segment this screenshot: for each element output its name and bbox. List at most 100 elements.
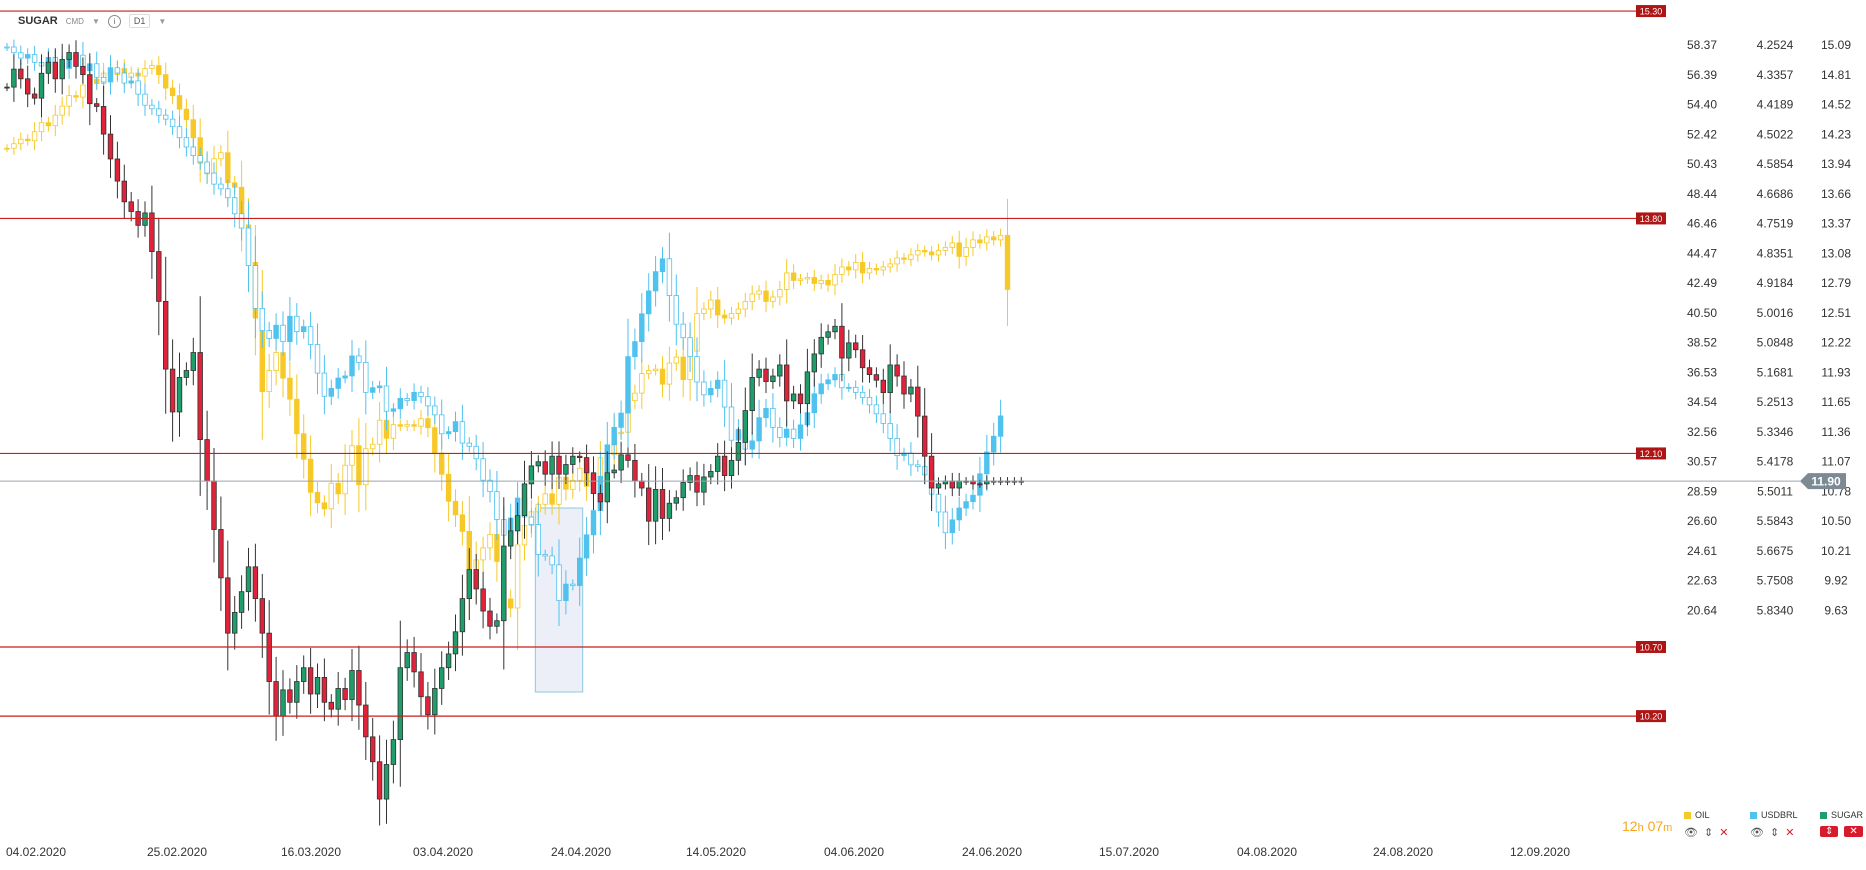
sugar-candle [715,455,721,472]
sugar-candle [204,439,210,482]
usdbrl-candle [790,428,797,439]
sugar-axis-tick: 13.94 [1821,157,1851,171]
close-icon[interactable]: ✕ [1785,827,1795,839]
oil-candle [321,502,328,510]
chevron-down-icon[interactable]: ▼ [158,16,167,26]
usdbrl-candle [31,54,38,63]
sugar-candle [742,410,748,443]
sugar-candle [514,515,521,532]
oil-candle [156,65,162,75]
usdbrl-candle [818,383,824,395]
usdbrl-candle [908,452,914,466]
sugar-candle [894,364,900,377]
usdbrl-candle [721,379,728,408]
sugar-candle [259,598,265,634]
hline-label: 13.80 [1640,214,1663,224]
usdbrl-axis-tick: 5.6675 [1757,544,1794,558]
usdbrl-candle [418,391,424,398]
sugar-candle [521,483,528,517]
oil-candle [349,445,355,466]
usdbrl-candle [397,398,403,410]
oil-axis-tick: 40.50 [1687,306,1717,320]
hline-tag [1636,710,1666,723]
usdbrl-candle [128,80,134,84]
candle-timer: 12h 07m [1622,818,1673,834]
sugar-candle [832,325,838,333]
sugar-candle [915,386,921,417]
sugar-candle [542,461,548,475]
usdbrl-candle [749,440,755,450]
oil-candle [749,293,755,302]
usdbrl-candle [197,155,203,163]
usdbrl-candle [949,519,955,534]
usdbrl-axis-tick: 5.5011 [1757,484,1793,498]
sugar-candle [300,667,307,682]
close-icon[interactable]: ✕ [1719,827,1729,839]
sugar-candle [73,52,79,67]
sugar-candle [314,677,321,695]
usdbrl-candle [991,435,997,453]
sugar-candle [618,454,624,471]
oil-axis-tick: 46.46 [1687,217,1717,231]
oil-candle [266,370,272,393]
usdbrl-candle [625,356,631,414]
legend-usdbrl[interactable]: USDBRL 👁 ⇕ ✕ [1750,810,1798,839]
usdbrl-axis-tick: 4.7519 [1757,217,1794,231]
usdbrl-candle [245,227,252,266]
sugar-candle [735,441,742,461]
info-icon[interactable]: i [107,14,121,28]
usdbrl-candle [984,451,990,475]
oil-candle [646,370,652,375]
usdbrl-axis-tick: 4.2524 [1757,38,1794,52]
legend-sugar[interactable]: SUGAR ⇕ ✕ [1820,810,1863,837]
eye-icon[interactable]: 👁 [1684,827,1698,839]
sugar-candle [438,667,445,689]
instrument-symbol[interactable]: SUGAR [18,15,58,27]
arrows-icon[interactable]: ⇕ [1703,827,1714,839]
sugar-candle [694,475,700,493]
caret-down-icon[interactable]: ▼ [91,16,100,26]
sugar-candle [307,667,314,695]
oil-candle [935,249,942,256]
oil-candle [652,368,659,371]
sugar-candle [128,201,134,212]
sugar-candle [790,393,797,402]
sugar-candle [390,739,397,765]
legend-oil[interactable]: OIL 👁 ⇕ ✕ [1684,810,1728,839]
sugar-candle [687,475,693,483]
usdbrl-candle [997,415,1004,437]
eye-icon[interactable]: 👁 [1750,827,1764,839]
arrows-icon[interactable]: ⇕ [1820,826,1839,837]
oil-candle [162,74,169,89]
timeframe-selector[interactable]: D1 [128,14,151,28]
hline-label: 10.70 [1640,642,1663,652]
sugar-candle [818,336,824,355]
oil-candle [701,308,707,314]
usdbrl-axis-tick: 5.8340 [1757,603,1794,617]
oil-candle [1004,234,1011,290]
close-icon[interactable]: ✕ [1844,826,1863,837]
sugar-axis-tick: 14.81 [1821,68,1851,82]
oil-candle [169,87,176,97]
oil-candle [984,236,990,244]
oil-candle [949,242,955,248]
sugar-candle [507,530,514,547]
sugar-candle [183,370,190,378]
oil-candle [970,239,976,248]
oil-candle [873,268,880,271]
oil-axis-tick: 54.40 [1687,98,1717,112]
oil-candle [328,482,334,510]
usdbrl-candle [307,326,314,345]
sugar-candle [342,688,348,700]
usdbrl-axis-tick: 5.0848 [1757,336,1794,350]
sugar-axis-tick: 9.92 [1824,574,1848,588]
sugar-candle [445,653,452,669]
usdbrl-candle [11,46,17,54]
usdbrl-candle [487,479,493,493]
arrows-icon[interactable]: ⇕ [1769,827,1780,839]
x-axis-tick: 14.05.2020 [686,845,746,859]
oil-candle [24,138,31,142]
sugar-candle [38,72,45,99]
